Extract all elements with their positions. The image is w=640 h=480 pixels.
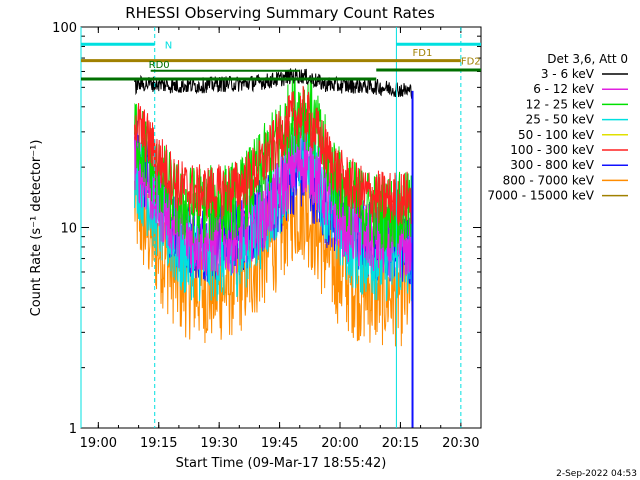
plot-timestamp: 2-Sep-2022 04:53: [556, 469, 637, 479]
y-axis: 1 10 100: [52, 21, 481, 437]
night-label: N: [165, 40, 172, 51]
x-tick-label: 19:15: [140, 436, 177, 451]
x-tick-label: 19:30: [200, 436, 237, 451]
fd2-label: FD2: [461, 57, 481, 68]
x-tick-label: 20:00: [321, 436, 358, 451]
y-tick-label: 100: [52, 21, 77, 36]
x-tick-label: 20:15: [382, 436, 419, 451]
legend-label: 100 - 300 keV: [510, 143, 594, 157]
plot-area: [134, 68, 414, 428]
x-axis-label: Start Time (09-Mar-17 18:55:42): [176, 456, 387, 471]
legend-label: 50 - 100 keV: [518, 128, 595, 142]
y-tick-label: 1: [69, 422, 77, 437]
legend-title: Det 3,6, Att 0: [547, 52, 628, 66]
x-tick-label: 19:45: [261, 436, 298, 451]
legend-label: 25 - 50 keV: [526, 113, 595, 127]
chart-title: RHESSI Observing Summary Count Rates: [125, 4, 435, 22]
legend-label: 12 - 25 keV: [526, 97, 595, 111]
y-tick-label: 10: [60, 222, 77, 237]
legend-label: 3 - 6 keV: [541, 67, 595, 81]
y-axis-label: Count Rate (s⁻¹ detector⁻¹): [29, 140, 44, 317]
rd0-label: RD0: [149, 60, 170, 71]
series-line: [134, 85, 414, 226]
legend-label: 6 - 12 keV: [533, 82, 595, 96]
annotations: N RD0 FD1 FD2: [80, 27, 481, 428]
x-tick-label: 19:00: [80, 436, 117, 451]
series-line: [134, 68, 414, 101]
x-axis: 19:00 19:15 19:30 19:45 20:00 20:15 20:30: [80, 27, 482, 451]
legend-label: 7000 - 15000 keV: [487, 189, 594, 203]
x-tick-label: 20:30: [442, 436, 479, 451]
legend-label: 300 - 800 keV: [510, 158, 594, 172]
legend-label: 800 - 7000 keV: [503, 173, 595, 187]
fd1-label: FD1: [413, 48, 433, 59]
